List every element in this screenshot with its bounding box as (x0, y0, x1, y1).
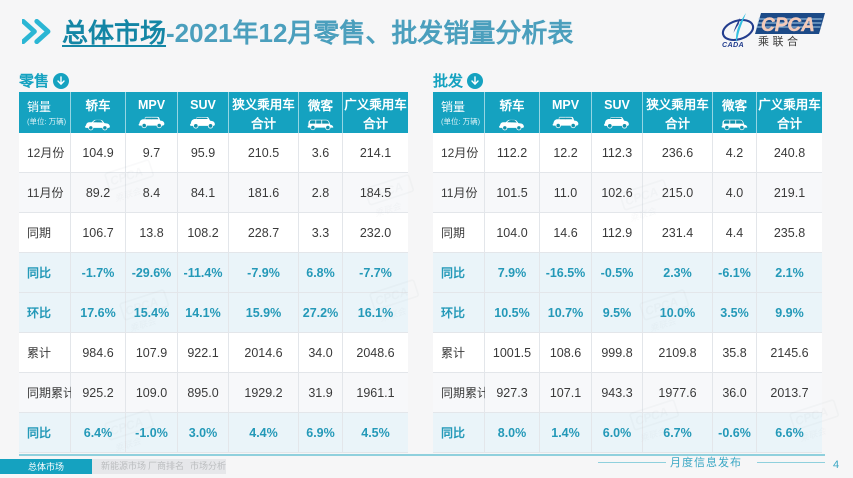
svg-text:乘联合: 乘联合 (758, 34, 802, 48)
svg-text:CADA: CADA (722, 40, 744, 49)
svg-text:CPCA: CPCA (761, 15, 815, 36)
